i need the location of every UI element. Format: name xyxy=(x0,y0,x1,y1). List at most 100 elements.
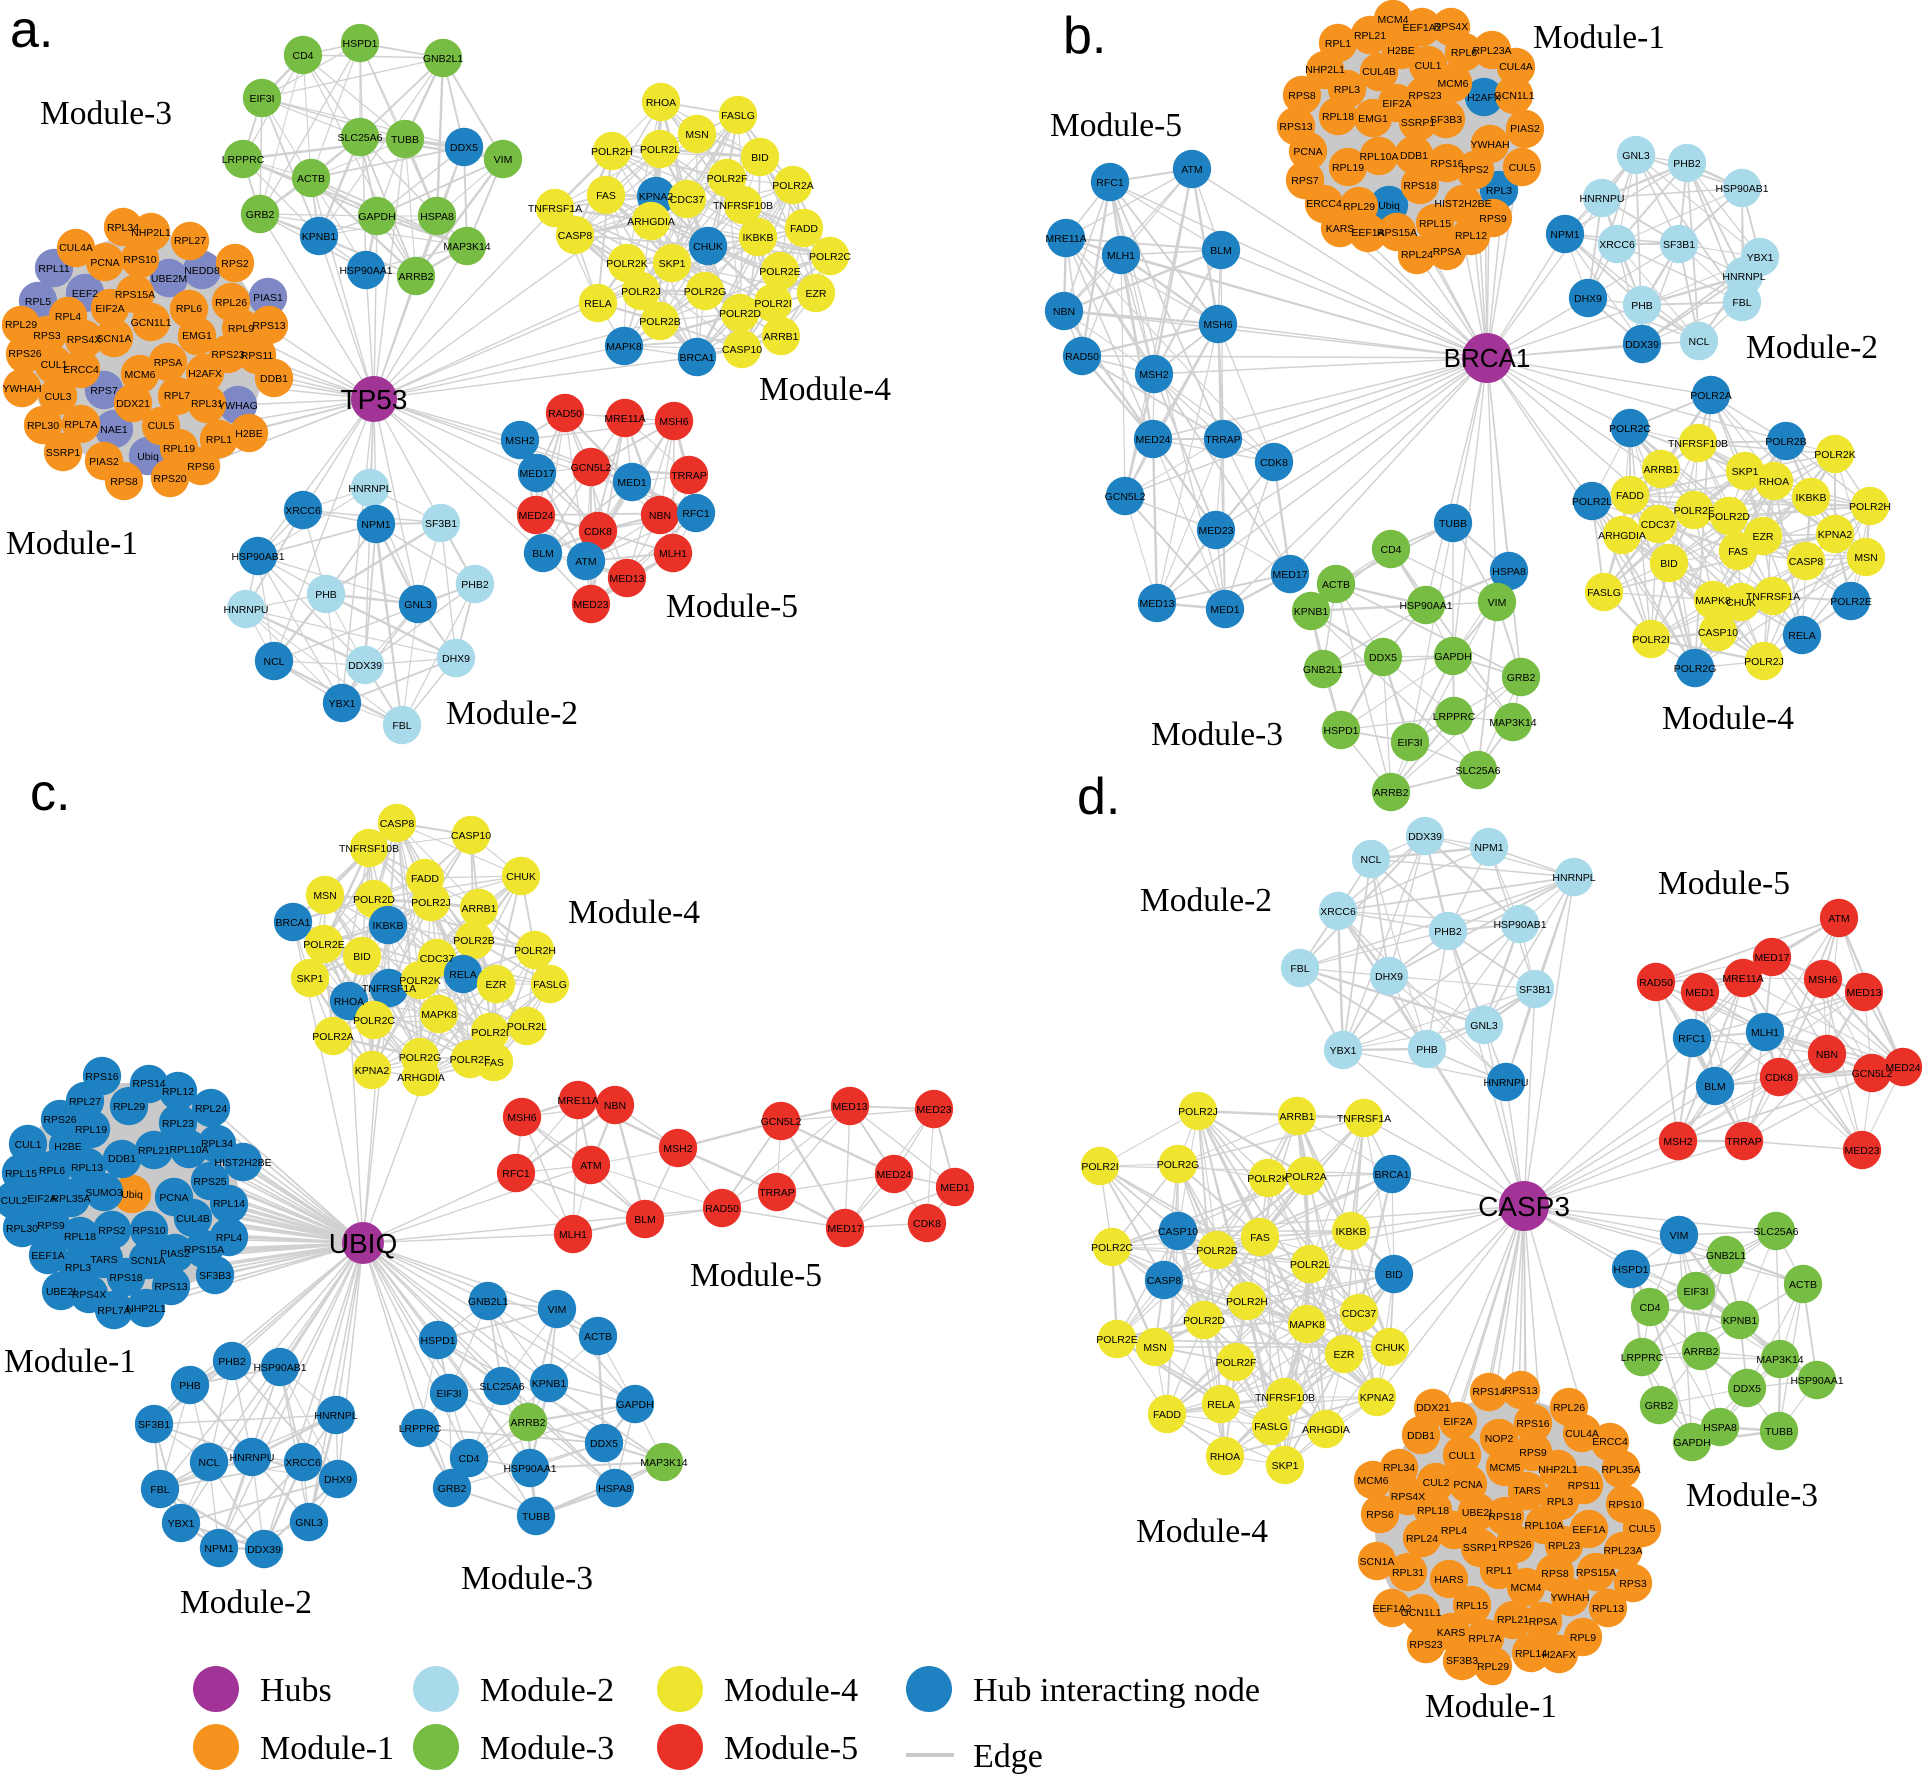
svg-text:POLR2D: POLR2D xyxy=(719,308,761,320)
svg-text:CDC37: CDC37 xyxy=(1342,1308,1377,1320)
svg-text:SKP1: SKP1 xyxy=(659,258,686,270)
svg-text:RPS13: RPS13 xyxy=(252,320,285,332)
svg-text:Module-4: Module-4 xyxy=(568,894,700,931)
svg-text:RPL24: RPL24 xyxy=(1401,249,1433,261)
svg-text:POLR2G: POLR2G xyxy=(684,286,727,298)
svg-text:CDC37: CDC37 xyxy=(670,194,705,206)
svg-text:MLH1: MLH1 xyxy=(659,548,687,560)
svg-text:RPS7: RPS7 xyxy=(90,385,118,397)
svg-text:CDC37: CDC37 xyxy=(1641,519,1676,531)
svg-text:RAD50: RAD50 xyxy=(1639,977,1673,989)
svg-text:MSN: MSN xyxy=(685,129,708,141)
svg-text:RPL34: RPL34 xyxy=(107,222,139,234)
svg-text:RPS9: RPS9 xyxy=(37,1220,65,1232)
svg-text:RPL10A: RPL10A xyxy=(1359,151,1398,163)
svg-text:ARHGDIA: ARHGDIA xyxy=(627,216,675,228)
svg-text:POLR2C: POLR2C xyxy=(1609,423,1651,435)
svg-text:RPL10A: RPL10A xyxy=(1524,1520,1563,1532)
svg-text:RPL21: RPL21 xyxy=(1497,1614,1529,1626)
svg-text:GNL3: GNL3 xyxy=(1622,150,1650,162)
svg-text:RPS10: RPS10 xyxy=(132,1225,165,1237)
svg-text:RPS14: RPS14 xyxy=(132,1078,165,1090)
svg-text:RPS23: RPS23 xyxy=(1409,1639,1442,1651)
svg-text:GRB2: GRB2 xyxy=(1645,1400,1674,1412)
svg-text:RPS9: RPS9 xyxy=(1479,213,1507,225)
svg-text:BLM: BLM xyxy=(1704,1081,1726,1093)
svg-text:RPL4: RPL4 xyxy=(216,1232,242,1244)
svg-text:CHUK: CHUK xyxy=(506,871,536,883)
svg-text:POLR2B: POLR2B xyxy=(1196,1245,1237,1257)
svg-text:H2BE: H2BE xyxy=(54,1141,81,1153)
svg-text:RPL6: RPL6 xyxy=(176,303,202,315)
svg-text:GRB2: GRB2 xyxy=(1507,672,1536,684)
svg-text:GNL3: GNL3 xyxy=(404,599,432,611)
svg-text:RPL6: RPL6 xyxy=(39,1165,65,1177)
svg-text:HNRNPU: HNRNPU xyxy=(1580,193,1625,205)
svg-text:ARRB2: ARRB2 xyxy=(398,271,433,283)
svg-text:RPL3: RPL3 xyxy=(65,1262,91,1274)
svg-text:PCNA: PCNA xyxy=(1293,146,1322,158)
svg-text:NOP2: NOP2 xyxy=(1485,1433,1514,1445)
svg-text:HSP90AB1: HSP90AB1 xyxy=(253,1362,306,1374)
svg-text:RPL3: RPL3 xyxy=(1486,185,1512,197)
svg-text:CD4: CD4 xyxy=(1639,1302,1660,1314)
svg-text:Hubs: Hubs xyxy=(260,1672,332,1709)
svg-text:TRRAP: TRRAP xyxy=(1726,1136,1762,1148)
svg-text:MED24: MED24 xyxy=(1135,434,1170,446)
svg-text:RPSA: RPSA xyxy=(1433,246,1462,258)
svg-text:RPL1: RPL1 xyxy=(1325,38,1351,50)
svg-text:Module-3: Module-3 xyxy=(461,1560,593,1597)
svg-text:RHOA: RHOA xyxy=(1210,1451,1240,1463)
svg-text:CASP10: CASP10 xyxy=(1158,1226,1198,1238)
svg-text:RPSA: RPSA xyxy=(154,357,183,369)
svg-text:Module-2: Module-2 xyxy=(1140,882,1272,919)
svg-text:POLR2F: POLR2F xyxy=(450,1054,491,1066)
svg-text:Module-3: Module-3 xyxy=(40,95,172,132)
svg-text:a.: a. xyxy=(10,1,53,59)
svg-text:BID: BID xyxy=(353,951,371,963)
svg-text:YWHAH: YWHAH xyxy=(1470,139,1509,151)
svg-text:Edge: Edge xyxy=(973,1738,1043,1775)
svg-text:RPS3: RPS3 xyxy=(1619,1578,1647,1590)
svg-text:RAD50: RAD50 xyxy=(705,1203,739,1215)
svg-text:MCM4: MCM4 xyxy=(1378,14,1409,26)
svg-text:GNB2L1: GNB2L1 xyxy=(423,53,463,65)
svg-text:POLR2G: POLR2G xyxy=(1674,663,1717,675)
svg-text:POLR2I: POLR2I xyxy=(471,1027,508,1039)
svg-text:DHX9: DHX9 xyxy=(1375,971,1403,983)
svg-text:XRCC6: XRCC6 xyxy=(285,505,321,517)
svg-text:FBL: FBL xyxy=(150,1484,169,1496)
svg-text:IKBKB: IKBKB xyxy=(373,920,404,932)
svg-text:RPS26: RPS26 xyxy=(1498,1539,1531,1551)
svg-text:HSPA8: HSPA8 xyxy=(1703,1422,1737,1434)
svg-text:PIAS1: PIAS1 xyxy=(253,292,283,304)
svg-text:RPS13: RPS13 xyxy=(1504,1385,1537,1397)
svg-text:HIST2H2BE: HIST2H2BE xyxy=(1434,198,1491,210)
svg-text:FAS: FAS xyxy=(1728,546,1748,558)
svg-text:SF3B1: SF3B1 xyxy=(1519,984,1551,996)
svg-text:CUL2: CUL2 xyxy=(1423,1477,1450,1489)
svg-text:YBX1: YBX1 xyxy=(329,698,356,710)
svg-text:BRCA1: BRCA1 xyxy=(679,352,714,364)
svg-text:DDX39: DDX39 xyxy=(1625,339,1659,351)
svg-text:NCL: NCL xyxy=(1688,336,1709,348)
svg-text:POLR2A: POLR2A xyxy=(312,1031,353,1043)
svg-text:ATM: ATM xyxy=(575,556,596,568)
svg-text:Module-3: Module-3 xyxy=(480,1730,614,1767)
svg-text:UBE2M: UBE2M xyxy=(151,273,187,285)
svg-text:POLR2I: POLR2I xyxy=(754,298,791,310)
svg-text:TUBB: TUBB xyxy=(1439,518,1467,530)
svg-text:DDB1: DDB1 xyxy=(108,1153,136,1165)
svg-text:MAPK8: MAPK8 xyxy=(421,1009,457,1021)
svg-text:BID: BID xyxy=(1660,558,1678,570)
svg-text:TUBB: TUBB xyxy=(522,1511,550,1523)
svg-text:GCN1L1: GCN1L1 xyxy=(1401,1607,1442,1619)
svg-text:RPS11: RPS11 xyxy=(241,350,274,362)
svg-text:SLC25A6: SLC25A6 xyxy=(1456,765,1501,777)
svg-text:PHB2: PHB2 xyxy=(1434,926,1462,938)
svg-text:XRCC6: XRCC6 xyxy=(1599,239,1635,251)
svg-text:EZR: EZR xyxy=(1753,531,1774,543)
svg-text:DDX39: DDX39 xyxy=(1408,831,1442,843)
svg-text:ARRB2: ARRB2 xyxy=(1683,1346,1718,1358)
svg-text:RAD50: RAD50 xyxy=(548,408,582,420)
